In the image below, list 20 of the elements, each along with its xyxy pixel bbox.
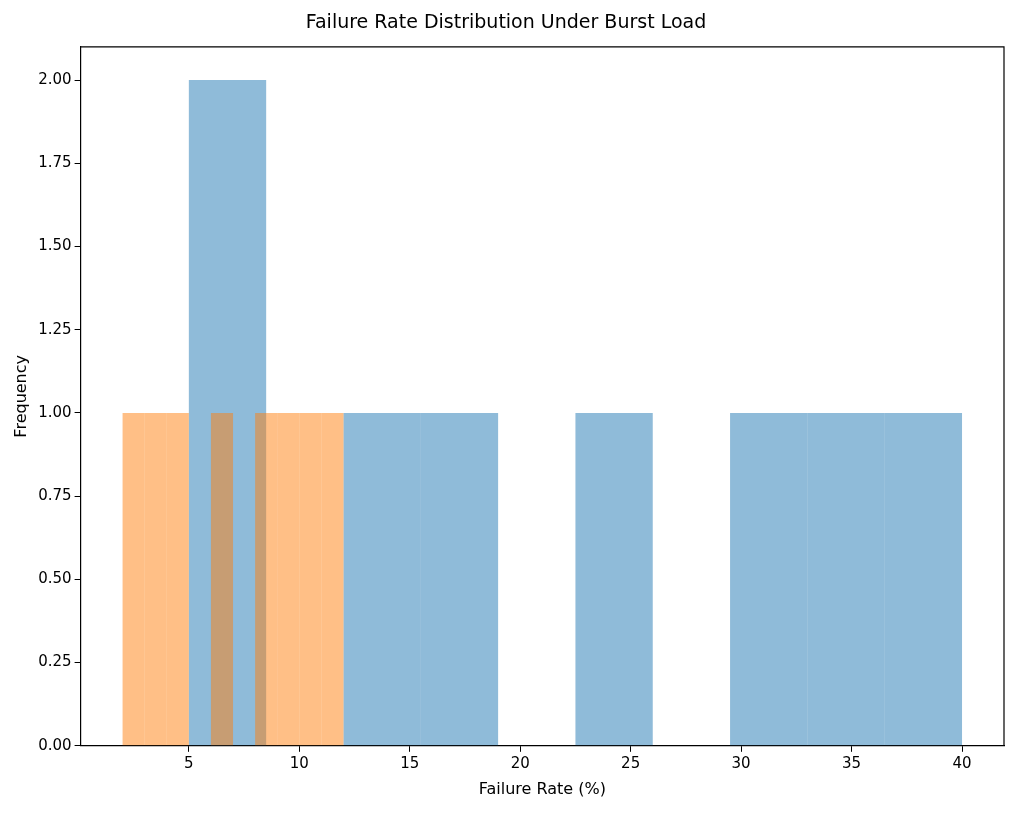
x-tick-label: 35 — [842, 753, 862, 772]
x-tick-label: 5 — [184, 753, 194, 772]
y-tick-label: 0.25 — [38, 652, 72, 671]
y-tick-label: 1.75 — [38, 153, 72, 172]
y-tick-label: 1.00 — [38, 402, 72, 421]
x-tick-label: 15 — [400, 753, 420, 772]
x-tick-label: 25 — [621, 753, 641, 772]
y-tick-label: 0.50 — [38, 569, 72, 588]
y-tick-label: 0.00 — [38, 735, 72, 754]
chart-title: Failure Rate Distribution Under Burst Load — [305, 10, 707, 33]
x-tick-label: 20 — [510, 753, 530, 772]
y-tick-label: 2.00 — [38, 69, 72, 88]
y-tick-label: 0.75 — [38, 486, 72, 505]
y-tick-label: 1.25 — [38, 319, 72, 338]
y-tick-label: 1.50 — [38, 236, 72, 255]
x-tick-label: 10 — [289, 753, 309, 772]
x-tick-label: 40 — [952, 753, 972, 772]
y-axis-title: Frequency — [10, 354, 30, 438]
x-axis-title: Failure Rate (%) — [478, 778, 606, 798]
x-tick-label: 30 — [731, 753, 751, 772]
